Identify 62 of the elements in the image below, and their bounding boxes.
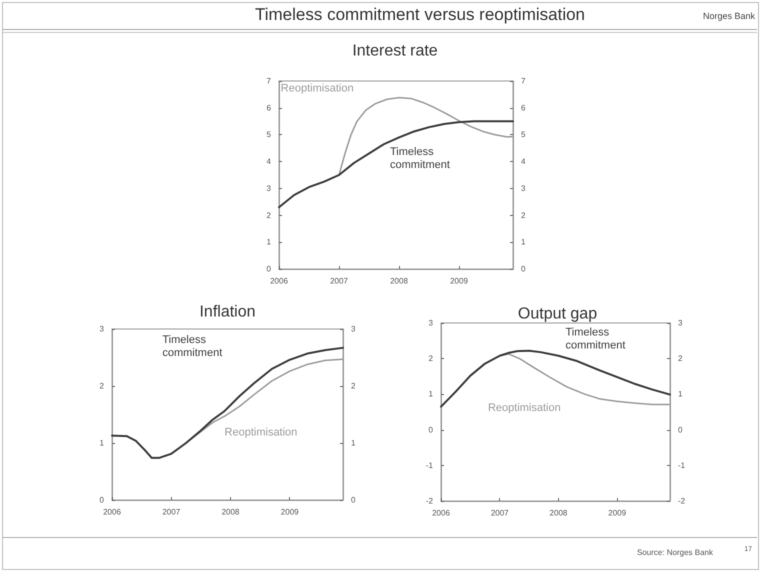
y-tick-label: 3 bbox=[100, 324, 105, 334]
y-tick-label: -2 bbox=[426, 496, 434, 506]
y-tick-label: 1 bbox=[266, 238, 272, 247]
chart-title: Interest rate bbox=[352, 42, 438, 60]
y-tick-label: -1 bbox=[426, 460, 434, 470]
y-tick-label: 6 bbox=[266, 103, 272, 112]
y2-tick-label: 2 bbox=[521, 210, 526, 220]
y2-tick-label: -1 bbox=[678, 460, 686, 470]
x-tick-label: 2007 bbox=[162, 508, 181, 516]
y2-tick-label: 2 bbox=[351, 382, 356, 390]
x-tick-label: 2008 bbox=[390, 276, 408, 286]
x-tick-label: 2006 bbox=[270, 276, 288, 286]
series-label: Reoptimisation bbox=[224, 426, 298, 438]
y-tick-label: 2 bbox=[100, 382, 105, 390]
y2-tick-label: 6 bbox=[521, 103, 526, 112]
y2-tick-label: -2 bbox=[678, 496, 686, 506]
text: Timeless commitment bbox=[162, 334, 222, 360]
y2-tick-label: 7 bbox=[521, 76, 526, 86]
y-tick-label: 1 bbox=[428, 390, 434, 399]
y-tick-label: 3 bbox=[266, 184, 272, 193]
x-tick-label: 2009 bbox=[450, 276, 468, 286]
y2-tick-label: 0 bbox=[678, 425, 683, 434]
y-tick-label: 7 bbox=[266, 76, 272, 86]
y-tick-label: 1 bbox=[100, 438, 105, 448]
line-series bbox=[278, 120, 514, 208]
x-tick-label: 2007 bbox=[490, 508, 510, 518]
x-tick-label: 2006 bbox=[103, 508, 122, 516]
y2-tick-label: 5 bbox=[521, 130, 526, 140]
y2-tick-label: 3 bbox=[678, 318, 683, 328]
text: Timeless commitment versus reoptimisation bbox=[254, 5, 586, 25]
y-tick-label: 0 bbox=[100, 496, 105, 504]
y2-tick-label: 1 bbox=[678, 390, 683, 399]
series-label: Reoptimisation bbox=[280, 82, 354, 94]
y2-tick-label: 4 bbox=[521, 157, 526, 166]
y2-tick-label: 3 bbox=[521, 184, 526, 193]
y2-tick-label: 0 bbox=[521, 264, 526, 274]
y-tick-label: 3 bbox=[428, 318, 434, 328]
y-tick-label: 2 bbox=[266, 210, 272, 220]
y-tick-label: 4 bbox=[266, 157, 272, 166]
source-note: Source: Norges Bank bbox=[636, 548, 713, 558]
y2-tick-label: 1 bbox=[351, 438, 356, 448]
x-tick-label: 2006 bbox=[432, 508, 450, 518]
x-tick-label: 2007 bbox=[330, 276, 348, 286]
y-tick-label: 5 bbox=[266, 130, 272, 140]
text: Norges Bank bbox=[702, 11, 755, 22]
series-label: Timeless commitment bbox=[390, 146, 450, 171]
chart-title: Inflation bbox=[199, 304, 256, 320]
y2-tick-label: 2 bbox=[678, 354, 683, 364]
chart-title: Output gap bbox=[518, 306, 598, 322]
x-tick-label: 2008 bbox=[222, 508, 240, 516]
x-tick-label: 2009 bbox=[608, 508, 627, 518]
line-series bbox=[111, 346, 344, 459]
y-tick-label: 0 bbox=[266, 264, 272, 274]
y-tick-label: 0 bbox=[428, 425, 434, 434]
y2-tick-label: 3 bbox=[351, 324, 356, 334]
series-label: Reoptimisation bbox=[488, 402, 561, 414]
y-tick-label: 2 bbox=[428, 354, 434, 364]
y2-tick-label: 0 bbox=[351, 496, 356, 504]
series-label: Timeless commitment bbox=[565, 326, 626, 352]
x-tick-label: 2009 bbox=[280, 508, 300, 516]
x-tick-label: 2008 bbox=[550, 508, 568, 518]
y2-tick-label: 1 bbox=[521, 238, 526, 247]
